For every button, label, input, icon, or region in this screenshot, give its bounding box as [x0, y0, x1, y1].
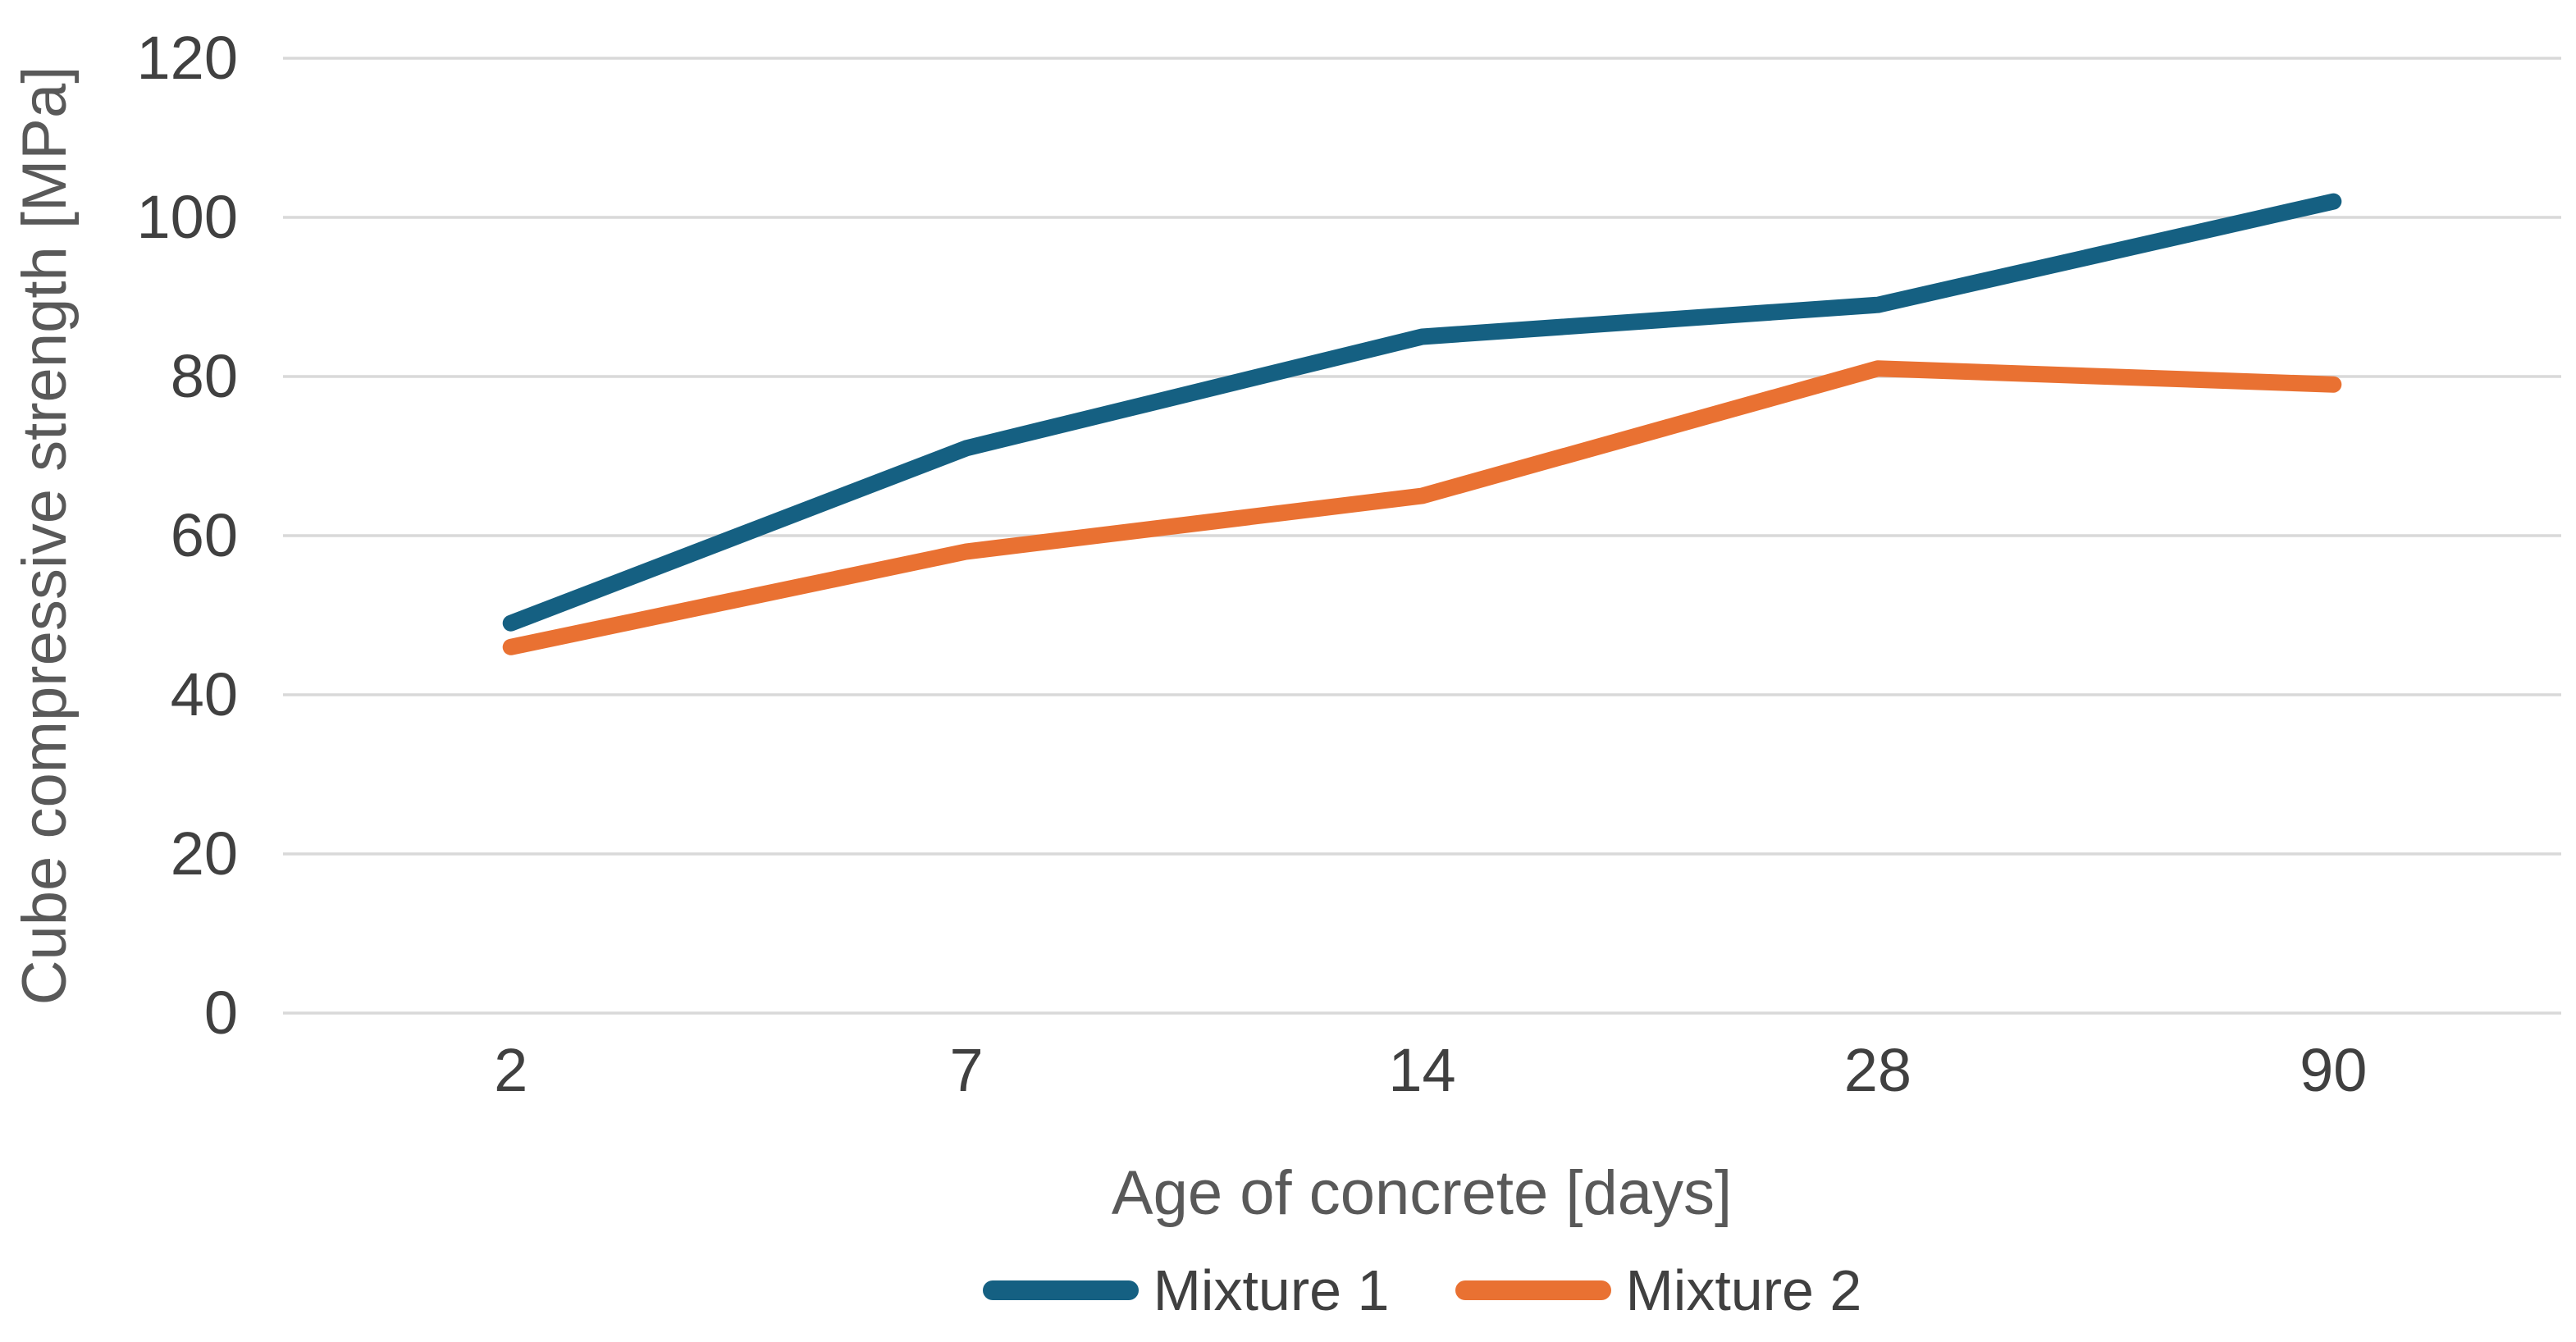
legend-item-mixture-2: Mixture 2 [1455, 1258, 1862, 1322]
y-tick-label-60: 60 [170, 501, 238, 569]
y-tick-label-20: 20 [170, 819, 238, 888]
legend-label: Mixture 2 [1625, 1258, 1862, 1322]
x-tick-label-7: 7 [949, 1036, 984, 1104]
y-tick-label-100: 100 [136, 183, 238, 251]
legend-line-swatch [982, 1280, 1139, 1300]
y-tick-label-120: 120 [136, 24, 238, 92]
x-tick-label-2: 2 [494, 1036, 528, 1104]
legend-line-swatch [1455, 1280, 1611, 1300]
legend-item-mixture-1: Mixture 1 [982, 1258, 1390, 1322]
legend-label: Mixture 1 [1153, 1258, 1390, 1322]
y-tick-label-80: 80 [170, 342, 238, 410]
y-tick-label-0: 0 [203, 979, 238, 1047]
legend: Mixture 1 Mixture 2 [283, 1262, 2561, 1319]
y-tick-label-40: 40 [170, 660, 238, 728]
series-line-mixture-2 [502, 360, 2342, 655]
x-tick-label-14: 14 [1388, 1036, 1456, 1104]
series-line-mixture-1 [502, 193, 2342, 632]
x-tick-label-90: 90 [2300, 1036, 2368, 1104]
x-axis-title: Age of concrete [days] [1111, 1158, 1733, 1228]
x-tick-label-28: 28 [1843, 1036, 1912, 1104]
